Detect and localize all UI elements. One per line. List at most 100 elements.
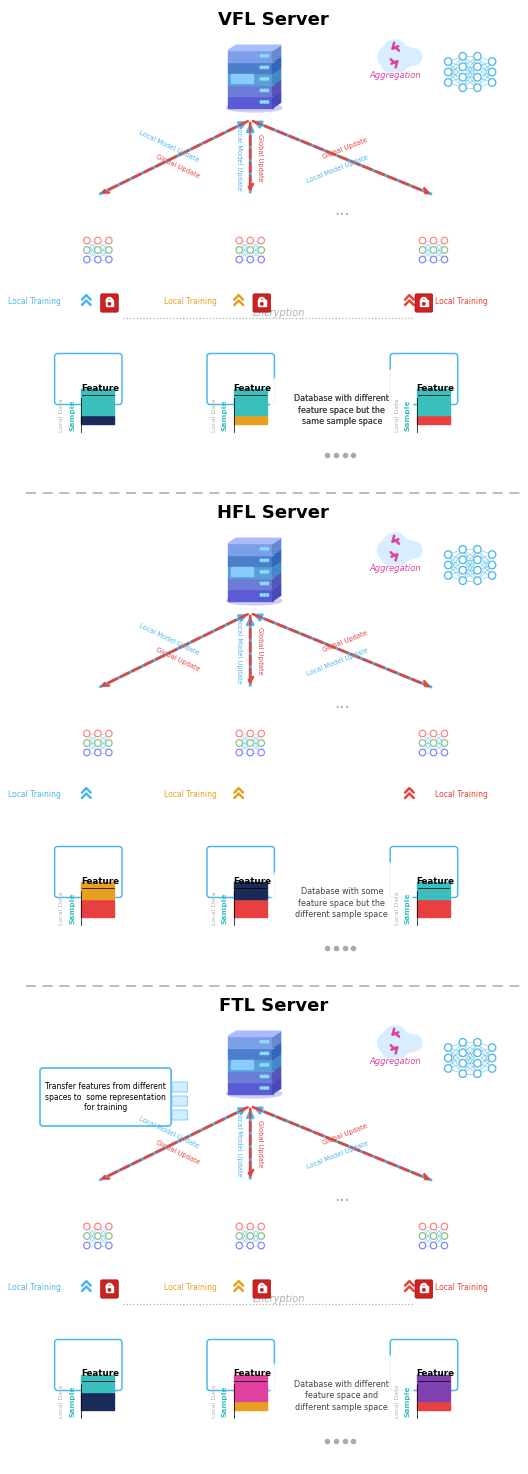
Circle shape [260,1086,262,1089]
Circle shape [430,256,437,262]
Bar [428,398,439,405]
Circle shape [378,539,397,560]
FancyBboxPatch shape [54,1340,122,1390]
Circle shape [488,1064,496,1072]
Text: Local Training: Local Training [8,296,61,305]
FancyBboxPatch shape [207,846,275,898]
Bar [81,1374,92,1383]
Circle shape [445,57,452,65]
Text: Local Model Update: Local Model Update [235,1110,242,1176]
Circle shape [260,55,262,57]
Bar [106,1285,113,1293]
Circle shape [419,256,426,262]
Bar [234,899,244,908]
Circle shape [459,1070,466,1077]
Bar [93,1374,103,1383]
Circle shape [236,256,242,262]
Circle shape [419,246,426,254]
FancyBboxPatch shape [390,354,458,404]
Text: Local Training: Local Training [436,790,488,799]
Bar [104,908,114,917]
Circle shape [263,1041,266,1044]
Bar [257,407,267,414]
Bar [104,1402,114,1409]
Bar [231,567,253,576]
Circle shape [488,57,496,65]
FancyBboxPatch shape [253,1279,271,1299]
Bar [428,389,439,397]
Circle shape [266,55,269,57]
Bar [81,1384,92,1391]
Circle shape [459,74,466,81]
Bar [440,908,450,917]
Circle shape [258,1232,265,1240]
Bar [104,398,114,405]
Circle shape [258,749,265,756]
Circle shape [236,740,242,746]
Circle shape [459,556,466,563]
Circle shape [474,566,481,573]
Circle shape [459,1039,466,1047]
Bar [234,407,244,414]
Circle shape [445,68,452,75]
Circle shape [261,302,263,305]
Circle shape [419,1232,426,1240]
Bar [81,899,92,908]
Circle shape [95,740,101,746]
Bar [93,881,103,889]
Bar [417,416,427,423]
Bar [93,398,103,405]
Circle shape [419,730,426,737]
Text: Local Model Update: Local Model Update [138,130,200,164]
Bar [440,389,450,397]
Bar [234,389,244,397]
Circle shape [266,559,269,562]
Text: Sample: Sample [405,892,411,924]
Circle shape [263,88,266,91]
Bar [257,416,267,423]
Circle shape [474,84,481,91]
Circle shape [260,559,262,562]
Bar [417,1374,427,1383]
Text: Feature: Feature [233,877,271,886]
Circle shape [266,547,269,550]
Circle shape [459,1049,466,1057]
Circle shape [261,1288,263,1291]
Circle shape [441,256,448,262]
Circle shape [263,55,266,57]
Circle shape [266,594,269,597]
Circle shape [445,572,452,579]
Circle shape [260,1052,262,1054]
Circle shape [422,302,425,305]
Circle shape [430,730,437,737]
Bar [245,1402,256,1409]
Text: Sample: Sample [405,399,411,430]
Circle shape [108,1288,111,1291]
Circle shape [382,1026,408,1052]
Circle shape [266,78,269,80]
Bar [417,1402,427,1409]
Bar [104,416,114,423]
Bar [245,908,256,917]
Circle shape [236,1243,242,1248]
Bar [245,890,256,899]
Circle shape [430,246,437,254]
Text: Global Update: Global Update [155,153,201,180]
Circle shape [382,534,408,559]
Bar [258,1285,266,1293]
Bar [417,881,427,889]
Circle shape [83,1243,90,1248]
Circle shape [83,749,90,756]
Circle shape [441,1223,448,1229]
Bar [245,398,256,405]
Circle shape [263,66,266,69]
Circle shape [260,1064,262,1066]
Text: Global Update: Global Update [257,134,263,181]
Bar [81,1393,92,1400]
Text: Aggregation: Aggregation [369,563,421,572]
Bar [245,389,256,397]
Text: Local Data: Local Data [59,892,64,924]
Text: Feature: Feature [233,383,271,392]
FancyBboxPatch shape [253,293,271,312]
Text: Local Model Update: Local Model Update [306,647,369,677]
